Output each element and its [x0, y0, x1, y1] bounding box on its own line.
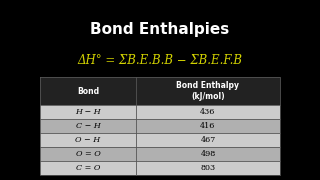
Text: C = O: C = O: [76, 164, 100, 172]
Text: Bond Enthalpy
(kJ/mol): Bond Enthalpy (kJ/mol): [177, 81, 239, 101]
Text: Bond: Bond: [77, 87, 99, 96]
Text: 416: 416: [200, 122, 216, 130]
Bar: [40, 77, 280, 105]
Text: O − H: O − H: [76, 136, 100, 144]
Text: 498: 498: [200, 150, 216, 158]
Text: O = O: O = O: [76, 150, 100, 158]
Text: C − H: C − H: [76, 122, 100, 130]
Text: H − H: H − H: [75, 108, 101, 116]
Bar: [40, 105, 280, 119]
Bar: [40, 161, 280, 175]
Text: 436: 436: [200, 108, 216, 116]
Bar: [40, 119, 280, 133]
Text: Bond Enthalpies: Bond Enthalpies: [90, 22, 230, 37]
Text: 803: 803: [200, 164, 216, 172]
Bar: [40, 133, 280, 147]
Text: ΔH° = ΣB.E.B.B − ΣB.E.F.B: ΔH° = ΣB.E.B.B − ΣB.E.F.B: [77, 54, 243, 67]
Bar: [40, 147, 280, 161]
Text: 467: 467: [200, 136, 216, 144]
